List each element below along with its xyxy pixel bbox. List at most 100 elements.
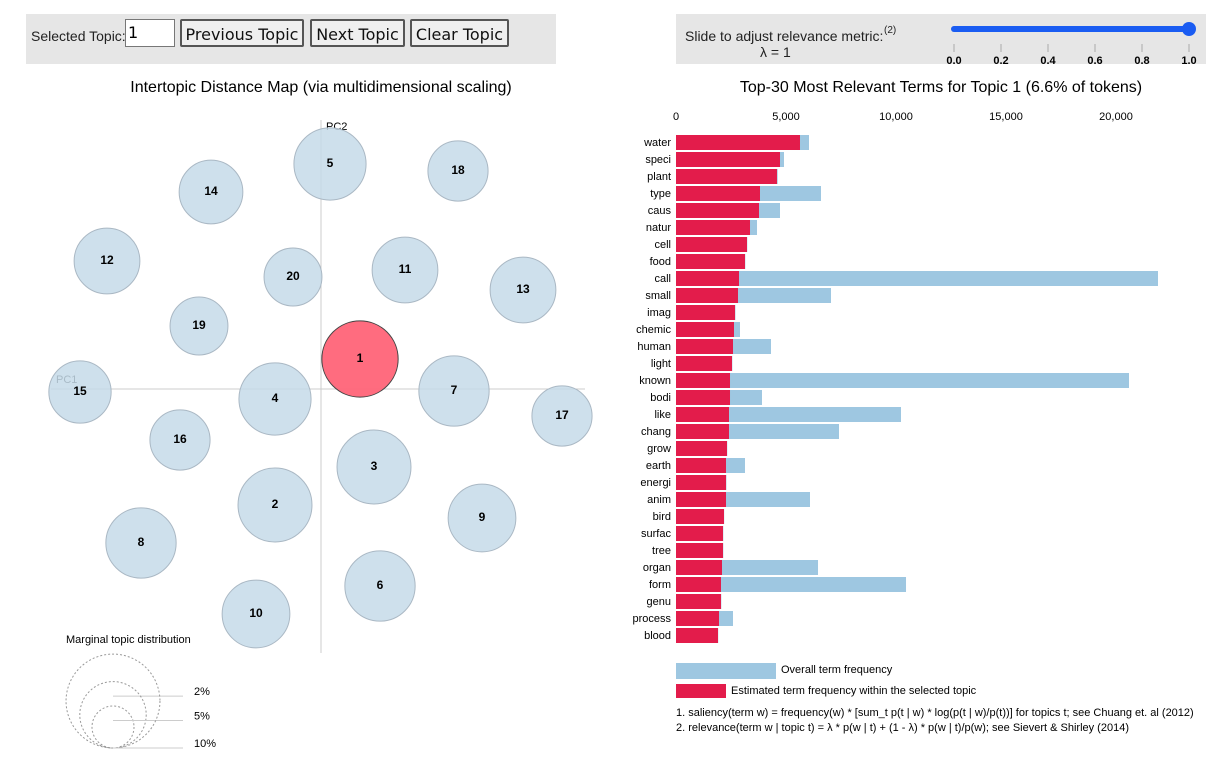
bar[interactable]: [676, 424, 729, 439]
slider-handle[interactable]: [1182, 22, 1196, 36]
topic-bubble[interactable]: [336, 429, 412, 505]
previous-topic-button[interactable]: Previous Topic: [180, 19, 304, 47]
slider-tick-label: 0.8: [1134, 55, 1149, 67]
bar[interactable]: [676, 237, 747, 252]
topic-bubble[interactable]: [427, 140, 489, 202]
slider-tick-label: 1.0: [1181, 55, 1196, 67]
topic-label: 17: [555, 408, 569, 422]
topic-label: 15: [73, 384, 87, 398]
topic-bubble[interactable]: [344, 550, 416, 622]
bar[interactable]: [676, 271, 740, 286]
size-legend-circle: [91, 705, 135, 749]
size-legend-title: Marginal topic distribution: [66, 634, 191, 646]
bar[interactable]: [676, 509, 725, 524]
size-legend-circle: [79, 681, 147, 749]
bar[interactable]: [676, 305, 736, 320]
bar[interactable]: [676, 373, 1130, 388]
bar[interactable]: [676, 594, 721, 609]
term-label: light: [651, 358, 671, 370]
next-topic-button[interactable]: Next Topic: [310, 19, 405, 47]
bar[interactable]: [676, 356, 732, 371]
topic-bubble[interactable]: [149, 409, 211, 471]
clear-topic-button[interactable]: Clear Topic: [410, 19, 509, 47]
topic-bubble[interactable]: [531, 385, 593, 447]
bar[interactable]: [676, 577, 721, 592]
term-label: form: [649, 579, 671, 591]
bar[interactable]: [676, 526, 723, 541]
bar[interactable]: [676, 441, 727, 456]
topic-bubble[interactable]: [237, 467, 313, 543]
term-label: food: [650, 256, 671, 268]
bar[interactable]: [676, 390, 731, 405]
bar[interactable]: [676, 339, 734, 354]
x-tick-label: 5,000: [772, 111, 800, 123]
term-label: blood: [644, 630, 671, 642]
bar[interactable]: [676, 220, 751, 235]
topic-bubble[interactable]: [263, 247, 323, 307]
topic-bubble[interactable]: [293, 127, 367, 201]
topic-bubble[interactable]: [105, 507, 177, 579]
slider-tick-label: 0.0: [946, 55, 961, 67]
topic-bubble[interactable]: [371, 236, 439, 304]
topic-label: 1: [357, 351, 364, 365]
bar[interactable]: [676, 254, 745, 269]
topic-bubble[interactable]: [238, 362, 312, 436]
bar[interactable]: [676, 186, 760, 201]
topic-label: 2: [272, 497, 279, 511]
footnote: 1. saliency(term w) = frequency(w) * [su…: [676, 707, 1194, 719]
bar[interactable]: [676, 543, 723, 558]
term-label: tree: [652, 545, 671, 557]
footnote-mark: (2): [884, 25, 897, 36]
term-label: anim: [647, 494, 671, 506]
legend-label: Estimated term frequency within the sele…: [731, 685, 977, 697]
bar[interactable]: [676, 577, 907, 592]
legend-swatch: [676, 663, 776, 679]
size-legend-label: 10%: [194, 738, 216, 750]
bar[interactable]: [676, 271, 1158, 286]
topic-bubble[interactable]: [178, 159, 244, 225]
topic-label: Selected Topic:: [31, 28, 126, 44]
bar[interactable]: [676, 475, 727, 490]
slider-tick-label: 0.2: [993, 55, 1008, 67]
bar[interactable]: [676, 628, 718, 643]
bar[interactable]: [676, 169, 777, 184]
topic-bubble[interactable]: [73, 227, 141, 295]
bar[interactable]: [676, 135, 800, 150]
term-label: chemic: [636, 324, 671, 336]
topic-bubble[interactable]: [221, 579, 291, 649]
topic-bubble[interactable]: [489, 256, 557, 324]
bar[interactable]: [676, 373, 731, 388]
term-label: surfac: [641, 528, 671, 540]
topic-label: 8: [138, 535, 145, 549]
size-legend-label: 2%: [194, 686, 210, 698]
term-label: plant: [647, 171, 671, 183]
topic-label: 10: [249, 606, 263, 620]
term-label: call: [654, 273, 671, 285]
topic-bubble[interactable]: [418, 355, 490, 427]
term-label: known: [639, 375, 671, 387]
topic-input[interactable]: 1: [125, 19, 175, 47]
topic-label: 9: [479, 510, 486, 524]
bar[interactable]: [676, 152, 780, 167]
topic-bubble[interactable]: [321, 320, 399, 398]
bar[interactable]: [676, 407, 729, 422]
bar[interactable]: [676, 407, 901, 422]
topic-bubble[interactable]: [447, 483, 517, 553]
legend-swatch: [676, 684, 726, 698]
topic-bubble[interactable]: [48, 360, 112, 424]
bar[interactable]: [676, 492, 727, 507]
slider-tick-label: 0.6: [1087, 55, 1102, 67]
bar[interactable]: [676, 458, 727, 473]
bar[interactable]: [676, 611, 720, 626]
bar[interactable]: [676, 560, 723, 575]
topic-label: 4: [272, 391, 279, 405]
chart-title: Intertopic Distance Map (via multidimens…: [130, 79, 512, 96]
term-label: like: [654, 409, 671, 421]
topic-label: 13: [516, 282, 530, 296]
bar[interactable]: [676, 288, 738, 303]
topic-bubble[interactable]: [169, 296, 229, 356]
bar[interactable]: [676, 322, 734, 337]
topic-label: 7: [451, 383, 458, 397]
bar[interactable]: [676, 203, 760, 218]
